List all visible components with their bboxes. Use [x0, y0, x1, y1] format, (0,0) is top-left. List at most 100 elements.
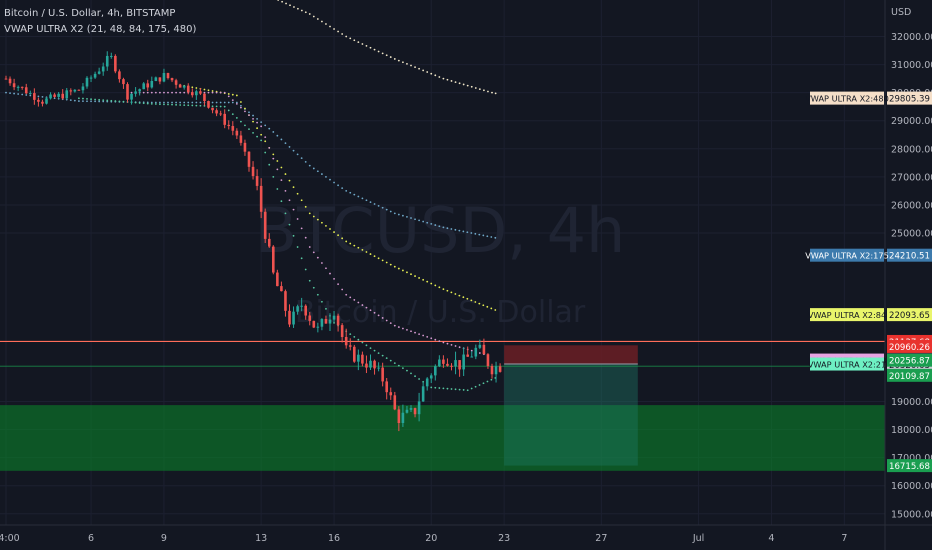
vwap-dot [430, 222, 433, 225]
candle-body [304, 305, 307, 316]
vwap-dot [422, 278, 425, 281]
vwap-dot [369, 201, 372, 204]
candle-body [348, 345, 352, 347]
vwap-dot [223, 91, 226, 94]
candle-body [126, 84, 129, 100]
vwap-dot [272, 157, 275, 160]
vwap-dot [231, 93, 234, 96]
vwap-dot [280, 166, 283, 169]
vwap-dot [211, 90, 214, 92]
vwap-dot [333, 277, 335, 280]
candle-body [158, 77, 162, 82]
vwap-dot [240, 106, 242, 109]
vwap-dot [454, 81, 457, 84]
vwap-dot [470, 299, 473, 302]
vwap-dot [402, 269, 404, 272]
vwap-dot [406, 271, 408, 274]
vwap-dot [142, 102, 145, 105]
y-tick-label: 31000.00 [891, 60, 932, 71]
vwap-dot [491, 91, 493, 94]
indicator-label[interactable]: VWAP ULTRA X2 (21, 48, 84, 175, 480) [4, 24, 197, 35]
vwap-dot [207, 91, 210, 94]
vwap-dot [264, 151, 267, 154]
vwap-dot [397, 213, 400, 216]
candle-body [442, 359, 445, 364]
vwap-dot [179, 101, 182, 104]
vwap-dot [272, 131, 275, 133]
vwap-dot [21, 93, 24, 96]
vwap-dot [264, 136, 267, 138]
price-axis-badge [887, 339, 932, 353]
vwap-dot [349, 296, 352, 299]
y-tick-label: 18000.00 [891, 425, 932, 436]
vwap-dot [285, 2, 287, 5]
vwap-dot [369, 347, 372, 350]
vwap-dot [163, 101, 165, 104]
candle-body [243, 142, 247, 152]
candle-body [89, 77, 93, 79]
vwap-dot [410, 273, 412, 276]
vwap-dot [312, 251, 315, 254]
vwap-dot [393, 324, 396, 327]
vwap-dot [337, 184, 339, 187]
price-axis-badge [887, 459, 932, 473]
vwap-dot [430, 282, 433, 285]
vwap-dot [325, 175, 327, 178]
vwap-dot [418, 67, 420, 70]
vwap-dot [450, 388, 453, 390]
candle-body [195, 91, 198, 96]
vwap-dot [333, 28, 335, 30]
vwap-dot [252, 131, 254, 134]
vwap-dot [195, 104, 198, 107]
vwap-dot [377, 50, 380, 53]
vwap-dot [466, 84, 469, 87]
vwap-dot [474, 232, 477, 235]
vwap-dot [482, 382, 485, 385]
y-tick-label: 19000.00 [891, 397, 932, 408]
vwap-dot [438, 225, 441, 228]
vwap-dot [199, 104, 202, 107]
price-axis-badge-value: 20960.26 [889, 343, 930, 353]
vwap-dot [300, 227, 303, 230]
candle-body [446, 363, 449, 366]
vwap-dot [414, 375, 416, 378]
vwap-dot [397, 59, 400, 62]
vwap-dot [240, 120, 242, 123]
vwap-dot [389, 56, 392, 58]
vwap-dot [268, 163, 271, 166]
vwap-dot [369, 46, 372, 49]
vwap-dot [410, 217, 412, 219]
vwap-dot [446, 387, 449, 390]
candle-body [413, 408, 417, 415]
vwap-dot [316, 170, 319, 173]
candle-body [336, 315, 340, 326]
candle-body [340, 325, 344, 338]
vwap-dot [171, 91, 173, 94]
candle-body [454, 360, 457, 367]
vwap-dot [458, 294, 461, 297]
vwap-dot [385, 319, 388, 322]
vwap-dot [385, 357, 388, 360]
vwap-dot [191, 86, 194, 89]
vwap-dot [248, 114, 250, 117]
candle-body [105, 55, 109, 67]
vwap-dot [458, 82, 461, 85]
vwap-dot [150, 101, 153, 104]
vwap-dot [321, 221, 323, 224]
vwap-dot [175, 91, 178, 94]
vwap-dot [418, 333, 420, 335]
vwap-dot [25, 94, 28, 96]
vwap-dot [389, 322, 392, 324]
candle-body [316, 326, 320, 328]
vwap-dot [333, 181, 335, 184]
vwap-dot [284, 142, 287, 145]
vwap-dot [167, 101, 169, 104]
vwap-dot [385, 54, 388, 57]
vwap-dot [73, 99, 76, 102]
vwap-dot [486, 380, 489, 383]
vwap-dot [293, 6, 295, 8]
vwap-dot [442, 288, 445, 291]
candle-body [462, 354, 465, 370]
vwap-dot [260, 125, 263, 128]
